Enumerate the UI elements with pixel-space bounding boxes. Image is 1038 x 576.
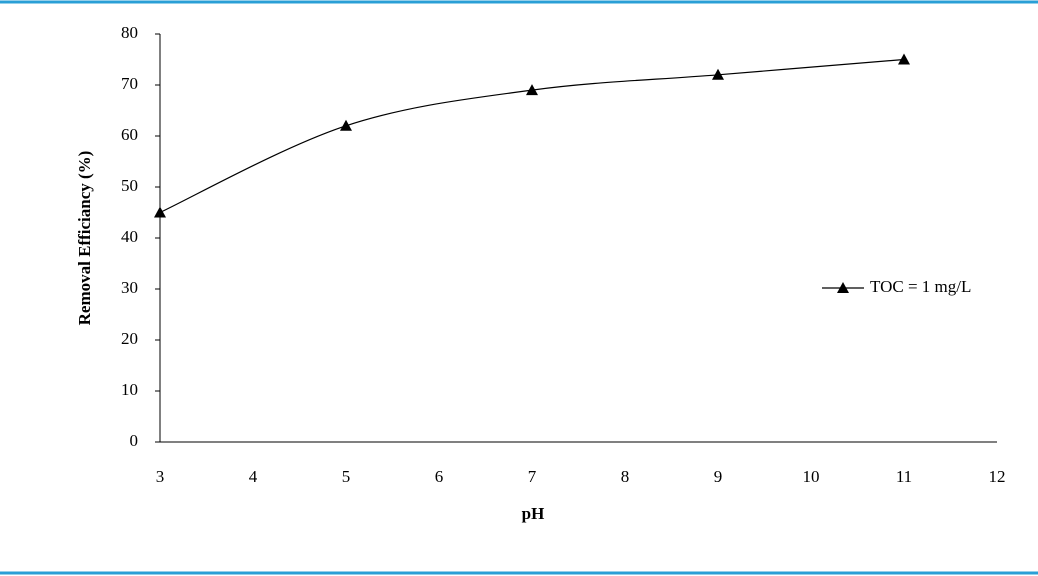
y-tick-label: 70 — [121, 74, 138, 93]
x-axis-label: pH — [522, 504, 545, 523]
legend-label: TOC = 1 mg/L — [870, 277, 971, 296]
data-point — [898, 53, 910, 65]
y-tick-label: 60 — [121, 125, 138, 144]
x-tick-label: 3 — [156, 467, 165, 486]
data-line — [159, 58, 905, 214]
y-tick-label: 50 — [121, 176, 138, 195]
x-tick-label: 8 — [621, 467, 630, 486]
x-tick-label: 6 — [435, 467, 444, 486]
y-tick-label: 80 — [121, 23, 138, 42]
x-tick-label: 5 — [342, 467, 351, 486]
x-tick-label: 10 — [803, 467, 820, 486]
y-tick-label: 40 — [121, 227, 138, 246]
x-tick-label: 11 — [896, 467, 912, 486]
x-tick-label: 7 — [528, 467, 537, 486]
data-point — [712, 68, 724, 80]
y-axis-label: Removal Efficiancy (%) — [75, 151, 94, 326]
data-point — [154, 206, 166, 218]
x-tick-label: 4 — [249, 467, 258, 486]
legend-marker — [837, 282, 849, 293]
data-point — [526, 84, 538, 96]
y-tick-label: 30 — [121, 278, 138, 297]
y-tick-label: 20 — [121, 329, 138, 348]
x-tick-label: 9 — [714, 467, 723, 486]
y-tick-label: 10 — [121, 380, 138, 399]
x-tick-label: 12 — [989, 467, 1006, 486]
data-point — [340, 119, 352, 131]
y-tick-label: 0 — [130, 431, 139, 450]
